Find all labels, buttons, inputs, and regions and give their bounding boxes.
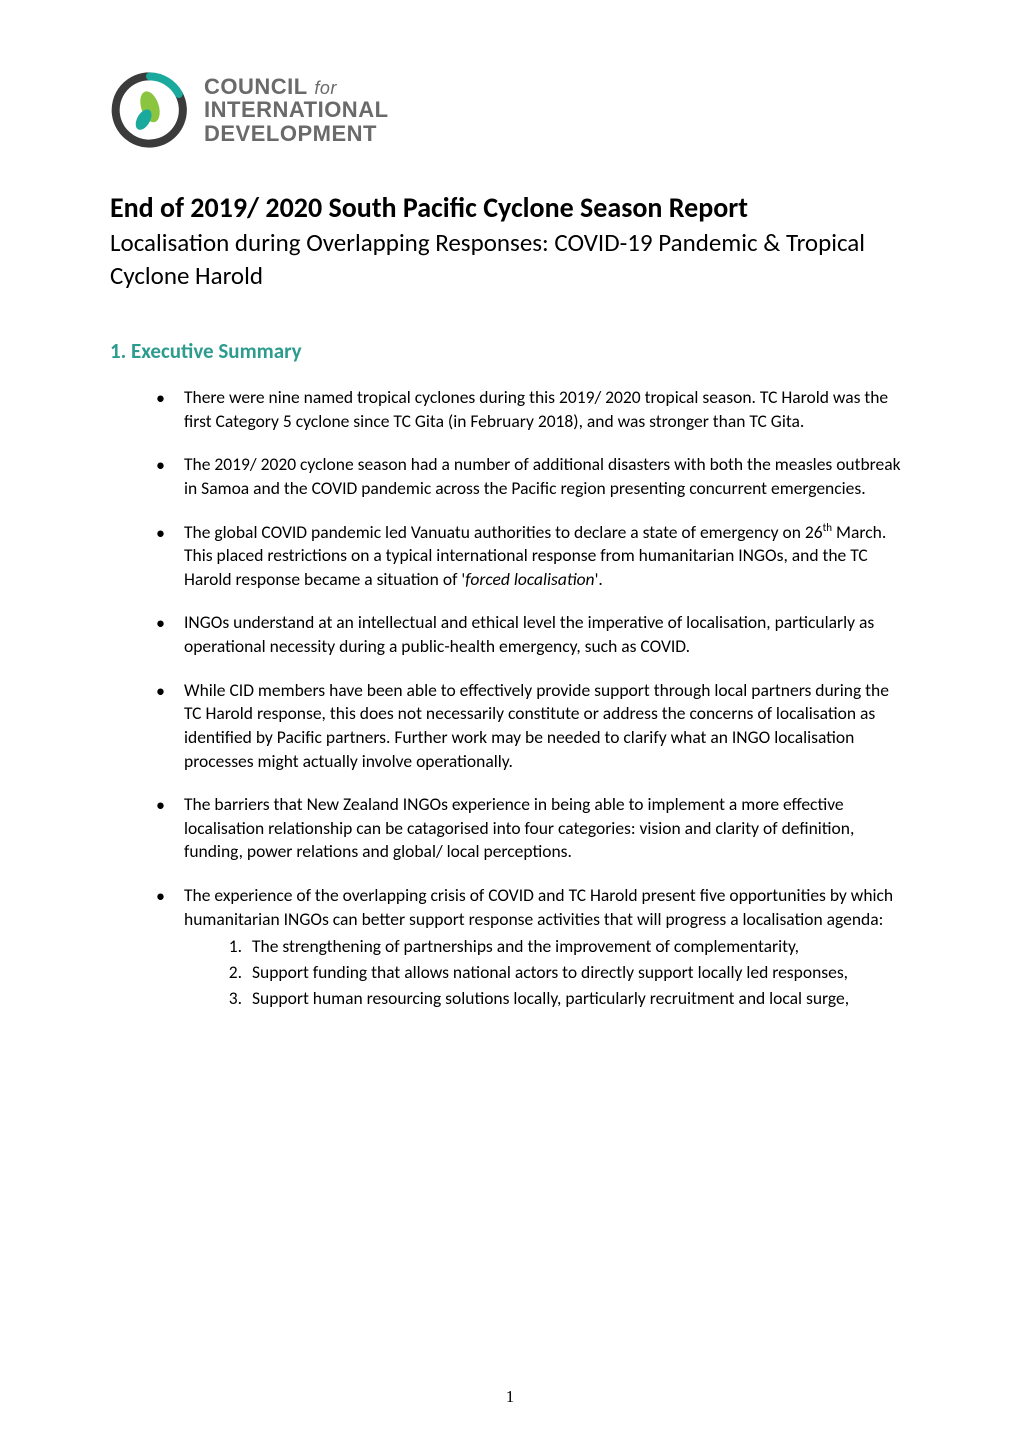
logo-word-council: COUNCIL [204, 74, 308, 99]
bullet-text-sup: th [823, 521, 832, 534]
org-logo: COUNCIL for INTERNATIONAL DEVELOPMENT [110, 70, 910, 150]
logo-line-3: DEVELOPMENT [204, 122, 389, 145]
numbered-item: Support funding that allows national act… [246, 961, 910, 985]
document-page: COUNCIL for INTERNATIONAL DEVELOPMENT En… [0, 0, 1020, 1443]
executive-summary-list: There were nine named tropical cyclones … [110, 386, 910, 1010]
cid-logo-mark [110, 70, 190, 150]
bullet-item: The 2019/ 2020 cyclone season had a numb… [154, 453, 910, 500]
report-title: End of 2019/ 2020 South Pacific Cyclone … [110, 190, 910, 225]
bullet-text: The experience of the overlapping crisis… [184, 884, 893, 930]
logo-word-for: for [314, 78, 337, 98]
bullet-item: There were nine named tropical cyclones … [154, 386, 910, 433]
report-subtitle: Localisation during Overlapping Response… [110, 227, 910, 292]
bullet-item: The barriers that New Zealand INGOs expe… [154, 793, 910, 864]
bullet-text-post: '. [595, 568, 603, 590]
bullet-text-italic: forced localisation [465, 568, 594, 590]
org-logo-text: COUNCIL for INTERNATIONAL DEVELOPMENT [204, 75, 389, 144]
bullet-item: The experience of the overlapping crisis… [154, 884, 910, 1010]
bullet-item: While CID members have been able to effe… [154, 679, 910, 774]
logo-line-1: COUNCIL for [204, 75, 389, 98]
logo-line-2: INTERNATIONAL [204, 98, 389, 121]
opportunities-list: The strengthening of partnerships and th… [184, 935, 910, 1010]
page-number: 1 [0, 1387, 1020, 1407]
bullet-item: The global COVID pandemic led Vanuatu au… [154, 521, 910, 592]
numbered-item: Support human resourcing solutions local… [246, 987, 910, 1011]
bullet-item: INGOs understand at an intellectual and … [154, 611, 910, 658]
bullet-text-pre: The global COVID pandemic led Vanuatu au… [184, 521, 823, 543]
numbered-item: The strengthening of partnerships and th… [246, 935, 910, 959]
section-heading-executive-summary: 1. Executive Summary [110, 338, 910, 364]
